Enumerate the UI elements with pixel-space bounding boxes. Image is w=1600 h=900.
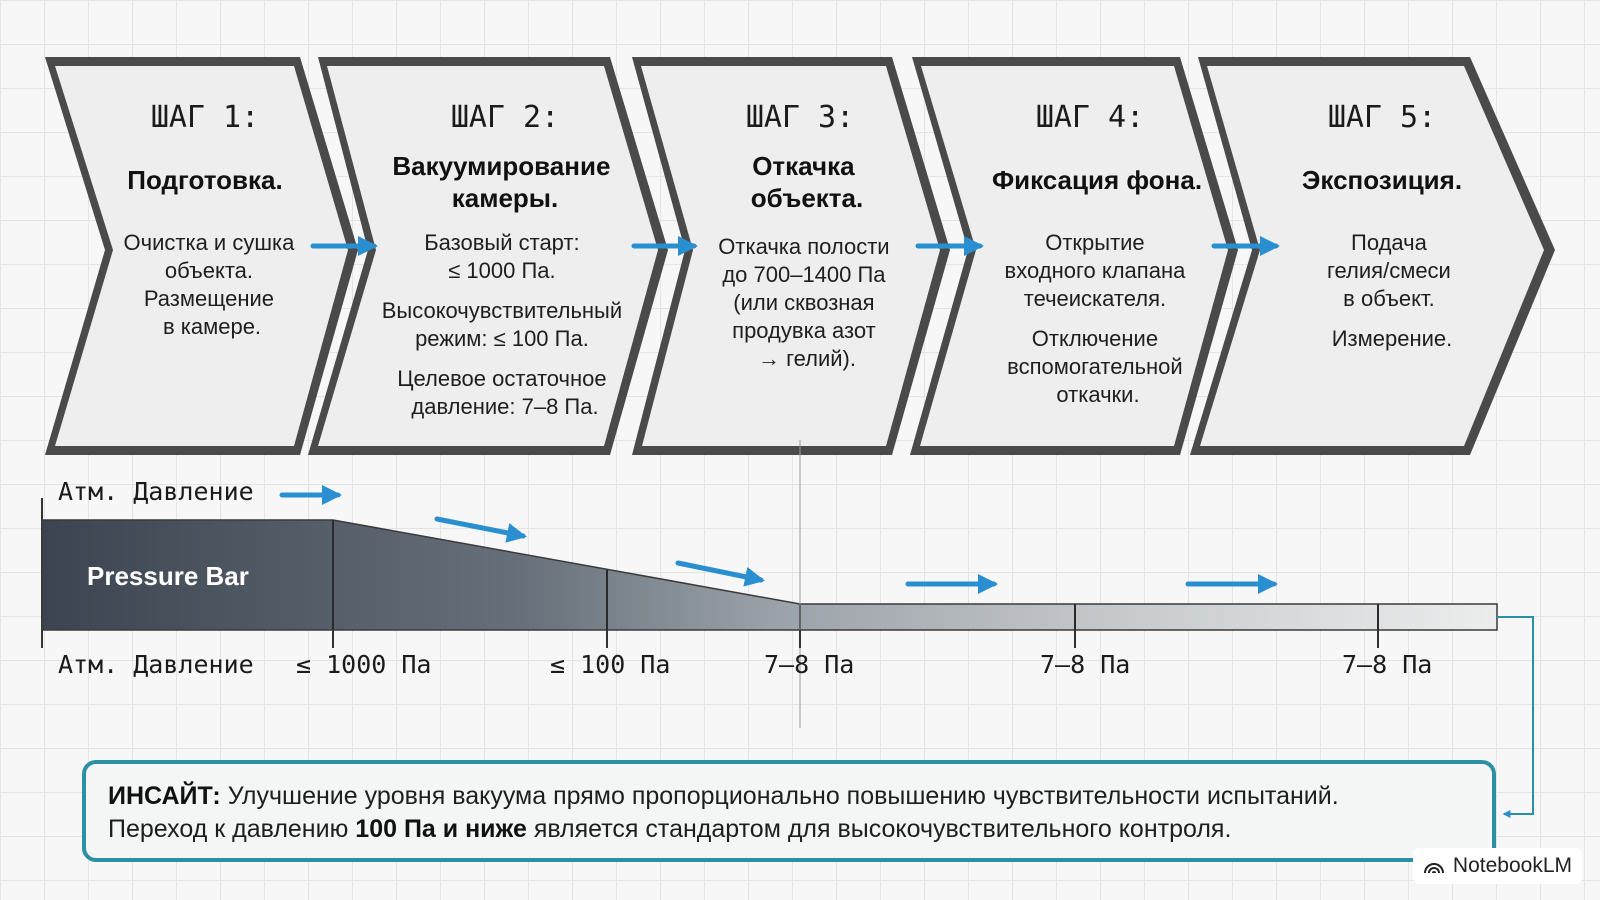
level-label: 7–8 Па [764, 650, 854, 679]
insight-text-2-prefix: Переход к давлению [108, 815, 349, 843]
insight-text-2-bold: 100 Па и ниже [355, 815, 527, 843]
step-5-title: ШАГ 5: [1328, 100, 1436, 135]
insight-text-2-suffix: является стандартом для высокочувствител… [533, 815, 1232, 843]
step-4-name: Фиксация фона. [992, 165, 1202, 195]
notebooklm-logo-icon [1423, 863, 1444, 874]
step-2-description: Базовый старт: ≤ 1000 Па. Высокочувствит… [382, 230, 629, 419]
step-1-title: ШАГ 1: [151, 100, 259, 135]
level-label: Атм. Давление [58, 650, 254, 679]
insight-line-2: Переход к давлению 100 Па и ниже являетс… [108, 813, 1470, 846]
step-4: ШАГ 4: Фиксация фона. Открытие входного … [992, 100, 1202, 407]
brand-name: NotebookLM [1452, 854, 1572, 877]
pressure-bar: Атм. Давление Pressure Bar Атм. Давление… [41, 440, 1534, 818]
brand-badge: NotebookLM [1412, 848, 1582, 884]
step-5-chevron [1190, 57, 1555, 455]
step-1-description: Очистка и сушка объекта. Размещение в ка… [124, 230, 301, 339]
step-3-title: ШАГ 3: [746, 100, 854, 135]
pressure-bar-shape [41, 519, 1498, 631]
arrow-icon [675, 560, 765, 587]
insight-label: ИНСАЙТ: [108, 782, 221, 810]
step-4-description: Открытие входного клапана течеискателя. … [1005, 230, 1192, 407]
step-3-chevron [632, 57, 950, 455]
level-label: 7–8 Па [1342, 650, 1432, 679]
insight-text-1: Улучшение уровня вакуума прямо пропорцио… [227, 782, 1339, 810]
step-1-chevron [45, 57, 358, 455]
insight-line-1: ИНСАЙТ: Улучшение уровня вакуума прямо п… [108, 780, 1470, 813]
step-3: ШАГ 3: Откачка объекта. Откачка полости … [718, 100, 895, 371]
step-4-title: ШАГ 4: [1036, 100, 1144, 135]
step-5-name: Экспозиция. [1302, 165, 1462, 195]
level-label: 7–8 Па [1040, 650, 1130, 679]
step-chevrons [45, 57, 1555, 455]
arrow-icon [434, 516, 527, 543]
step-4-chevron [910, 57, 1238, 455]
step-3-name: Откачка объекта. [751, 151, 863, 213]
level-label: ≤ 1000 Па [296, 650, 431, 679]
step-5: ШАГ 5: Экспозиция. Подача гелия/смеси в … [1302, 100, 1462, 351]
step-3-description: Откачка полости до 700–1400 Па (или скво… [718, 234, 895, 371]
step-5-description: Подача гелия/смеси в объект. Измерение. [1327, 230, 1457, 351]
step-1-name: Подготовка. [127, 165, 282, 195]
step-2: ШАГ 2: Вакуумирование камеры. Базовый ст… [382, 100, 629, 419]
step-2-title: ШАГ 2: [451, 100, 559, 135]
pressure-top-label: Атм. Давление [58, 477, 254, 506]
level-label: ≤ 100 Па [550, 650, 670, 679]
step-2-name: Вакуумирование камеры. [392, 151, 617, 213]
step-1: ШАГ 1: Подготовка. Очистка и сушка объек… [124, 100, 301, 339]
insight-connector [1497, 616, 1534, 818]
step-2-chevron [308, 57, 668, 455]
pressure-bar-label: Pressure Bar [87, 561, 249, 591]
insight-box: ИНСАЙТ: Улучшение уровня вакуума прямо п… [82, 760, 1496, 862]
